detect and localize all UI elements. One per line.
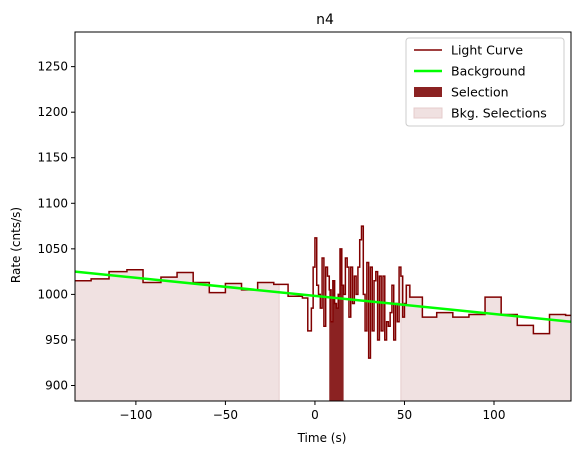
light-curve-line bbox=[75, 225, 571, 359]
y-tick-label: 1150 bbox=[37, 151, 68, 165]
legend-label: Light Curve bbox=[451, 43, 523, 58]
y-tick-label: 950 bbox=[45, 333, 68, 347]
plot-area bbox=[75, 225, 571, 401]
x-tick-label: 50 bbox=[397, 408, 412, 422]
legend: Light Curve Background Selection Bkg. Selec… bbox=[405, 37, 565, 127]
legend-swatch-bkg-selection bbox=[413, 107, 443, 119]
plot-content bbox=[75, 225, 571, 401]
chart-title: n4 bbox=[316, 12, 334, 28]
y-tick-label: 900 bbox=[45, 379, 68, 393]
x-tick-label: −100 bbox=[119, 408, 152, 422]
y-tick-label: 1100 bbox=[37, 196, 68, 210]
x-tick-label: 0 bbox=[311, 408, 319, 422]
bkg-selection-region-2 bbox=[400, 275, 571, 401]
y-tick-label: 1050 bbox=[37, 242, 68, 256]
y-axis-label: Rate (cnts/s) bbox=[9, 207, 23, 283]
legend-swatch-selection bbox=[414, 87, 442, 97]
axes: −100 −50 0 50 100 900 950 1000 1050 1100 1150 1200 1… bbox=[37, 31, 572, 422]
background-line bbox=[75, 270, 571, 323]
legend-box bbox=[405, 37, 565, 127]
axes-frame bbox=[74, 31, 572, 402]
x-tick-label: 100 bbox=[483, 408, 506, 422]
x-axis-label: Time (s) bbox=[297, 431, 347, 445]
y-tick-label: 1250 bbox=[37, 60, 68, 74]
legend-label: Bkg. Selections bbox=[451, 106, 547, 121]
y-tick-label: 1200 bbox=[37, 105, 68, 119]
y-tick-label: 1000 bbox=[37, 287, 68, 301]
legend-label: Selection bbox=[451, 85, 509, 100]
x-tick-label: −50 bbox=[213, 408, 238, 422]
legend-label: Background bbox=[451, 64, 526, 79]
